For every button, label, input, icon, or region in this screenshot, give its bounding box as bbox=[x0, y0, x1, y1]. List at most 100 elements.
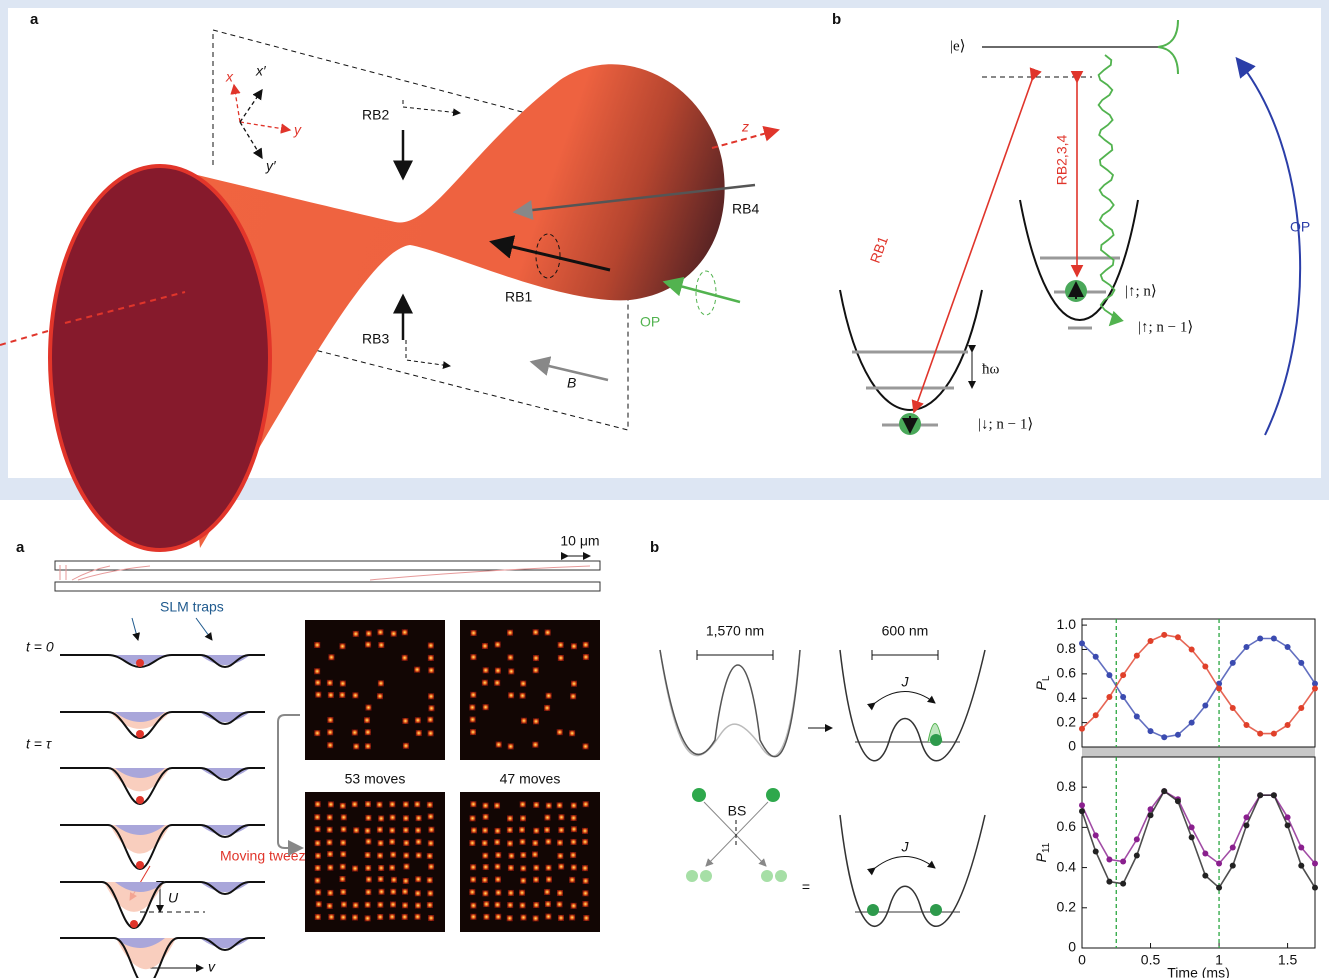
atom-spot bbox=[544, 827, 550, 833]
atom-spot bbox=[571, 826, 577, 832]
tweezer-label: Moving tweezer bbox=[220, 848, 318, 864]
data-point bbox=[1079, 808, 1085, 814]
atom-spot bbox=[428, 814, 434, 820]
atom-spot bbox=[340, 864, 346, 870]
atom-spot bbox=[519, 839, 525, 845]
atom-spot bbox=[507, 827, 513, 833]
data-point bbox=[1189, 646, 1195, 652]
atom-spot bbox=[582, 865, 588, 871]
atom-spot bbox=[533, 718, 539, 724]
data-point bbox=[1257, 731, 1263, 737]
atom-spot bbox=[353, 631, 359, 637]
data-point bbox=[1243, 644, 1249, 650]
data-point bbox=[1134, 714, 1140, 720]
data-point bbox=[1175, 732, 1181, 738]
atom-spot bbox=[378, 642, 384, 648]
atom-spot bbox=[389, 839, 395, 845]
atom-spot bbox=[340, 914, 346, 920]
data-point bbox=[1230, 705, 1236, 711]
data-point bbox=[1216, 861, 1222, 867]
atom-spot bbox=[558, 864, 564, 870]
y-tick-label: 0.2 bbox=[1057, 713, 1077, 729]
data-point bbox=[1148, 812, 1154, 818]
atom-spot bbox=[570, 693, 576, 699]
atom bbox=[930, 734, 942, 746]
atom-spot bbox=[427, 902, 433, 908]
beam-label: RB4 bbox=[732, 201, 759, 217]
data-point bbox=[1216, 885, 1222, 891]
atom-spot bbox=[403, 852, 409, 858]
splitter-label: BS bbox=[728, 803, 747, 819]
atom-spot bbox=[495, 668, 501, 674]
atom-spot bbox=[365, 839, 371, 845]
atom-spot bbox=[520, 801, 526, 807]
atom-spot bbox=[365, 828, 371, 834]
atom-spot bbox=[316, 901, 322, 907]
panel-label: a bbox=[16, 539, 25, 556]
atom-spot bbox=[533, 629, 539, 635]
atom-spot bbox=[315, 680, 321, 686]
atom-spot bbox=[365, 743, 371, 749]
data-point bbox=[1175, 798, 1181, 804]
y-tick-label: 0.6 bbox=[1057, 665, 1077, 681]
spacing-label: 1,570 nm bbox=[706, 623, 764, 639]
atom-spot bbox=[495, 876, 501, 882]
atom-spot bbox=[583, 654, 589, 660]
strip bbox=[55, 561, 600, 570]
atom-spot bbox=[533, 828, 539, 834]
atom-spot bbox=[545, 914, 551, 920]
atom-spot bbox=[402, 902, 408, 908]
axis-label: z bbox=[741, 119, 749, 135]
data-point bbox=[1134, 836, 1140, 842]
atom-spot bbox=[507, 630, 513, 636]
atom-spot bbox=[389, 827, 395, 833]
data-point bbox=[1285, 722, 1291, 728]
atom-spot bbox=[365, 915, 371, 921]
atom-spot bbox=[315, 692, 321, 698]
data-point bbox=[1120, 881, 1126, 887]
data-point bbox=[1243, 822, 1249, 828]
atom-spot bbox=[494, 902, 500, 908]
atom bbox=[930, 904, 942, 916]
atom-spot bbox=[571, 864, 577, 870]
data-point bbox=[1298, 844, 1304, 850]
atom-spot bbox=[314, 668, 320, 674]
atom-spot bbox=[352, 692, 358, 698]
atom-spot bbox=[557, 729, 563, 735]
image-caption: 53 moves bbox=[345, 771, 406, 787]
atom-spot bbox=[378, 680, 384, 686]
atom-image bbox=[305, 620, 445, 760]
atom-spot bbox=[569, 877, 575, 883]
atom-spot bbox=[403, 878, 409, 884]
atom-spot bbox=[365, 815, 371, 821]
atom-spot bbox=[469, 704, 475, 710]
atom-spot bbox=[482, 643, 488, 649]
atom-spot bbox=[569, 914, 575, 920]
atom-spot bbox=[327, 903, 333, 909]
atom-spot bbox=[519, 890, 525, 896]
atom-spot bbox=[415, 903, 421, 909]
bottom-panel bbox=[0, 500, 1329, 978]
cone-end bbox=[50, 166, 270, 550]
image-caption: 47 moves bbox=[500, 771, 561, 787]
atom-spot bbox=[390, 901, 396, 907]
atom-spot bbox=[365, 902, 371, 908]
atom-spot bbox=[583, 743, 589, 749]
x-tick-label: 1.5 bbox=[1278, 952, 1298, 968]
atom-spot bbox=[415, 839, 421, 845]
axis-label: x bbox=[225, 69, 234, 85]
atom-spot bbox=[482, 827, 488, 833]
atom-spot bbox=[366, 630, 372, 636]
atom-spot bbox=[507, 915, 513, 921]
atom-spot bbox=[364, 717, 370, 723]
atom-spot bbox=[428, 693, 434, 699]
beam-label: RB3 bbox=[362, 331, 389, 347]
atom-spot bbox=[558, 915, 564, 921]
x-axis-label: Time (ms) bbox=[1167, 965, 1229, 978]
axis-label: x′ bbox=[255, 63, 267, 79]
data-point bbox=[1079, 726, 1085, 732]
atom-spot bbox=[402, 655, 408, 661]
atom-spot bbox=[470, 654, 476, 660]
data-point bbox=[1093, 832, 1099, 838]
data-point bbox=[1202, 873, 1208, 879]
